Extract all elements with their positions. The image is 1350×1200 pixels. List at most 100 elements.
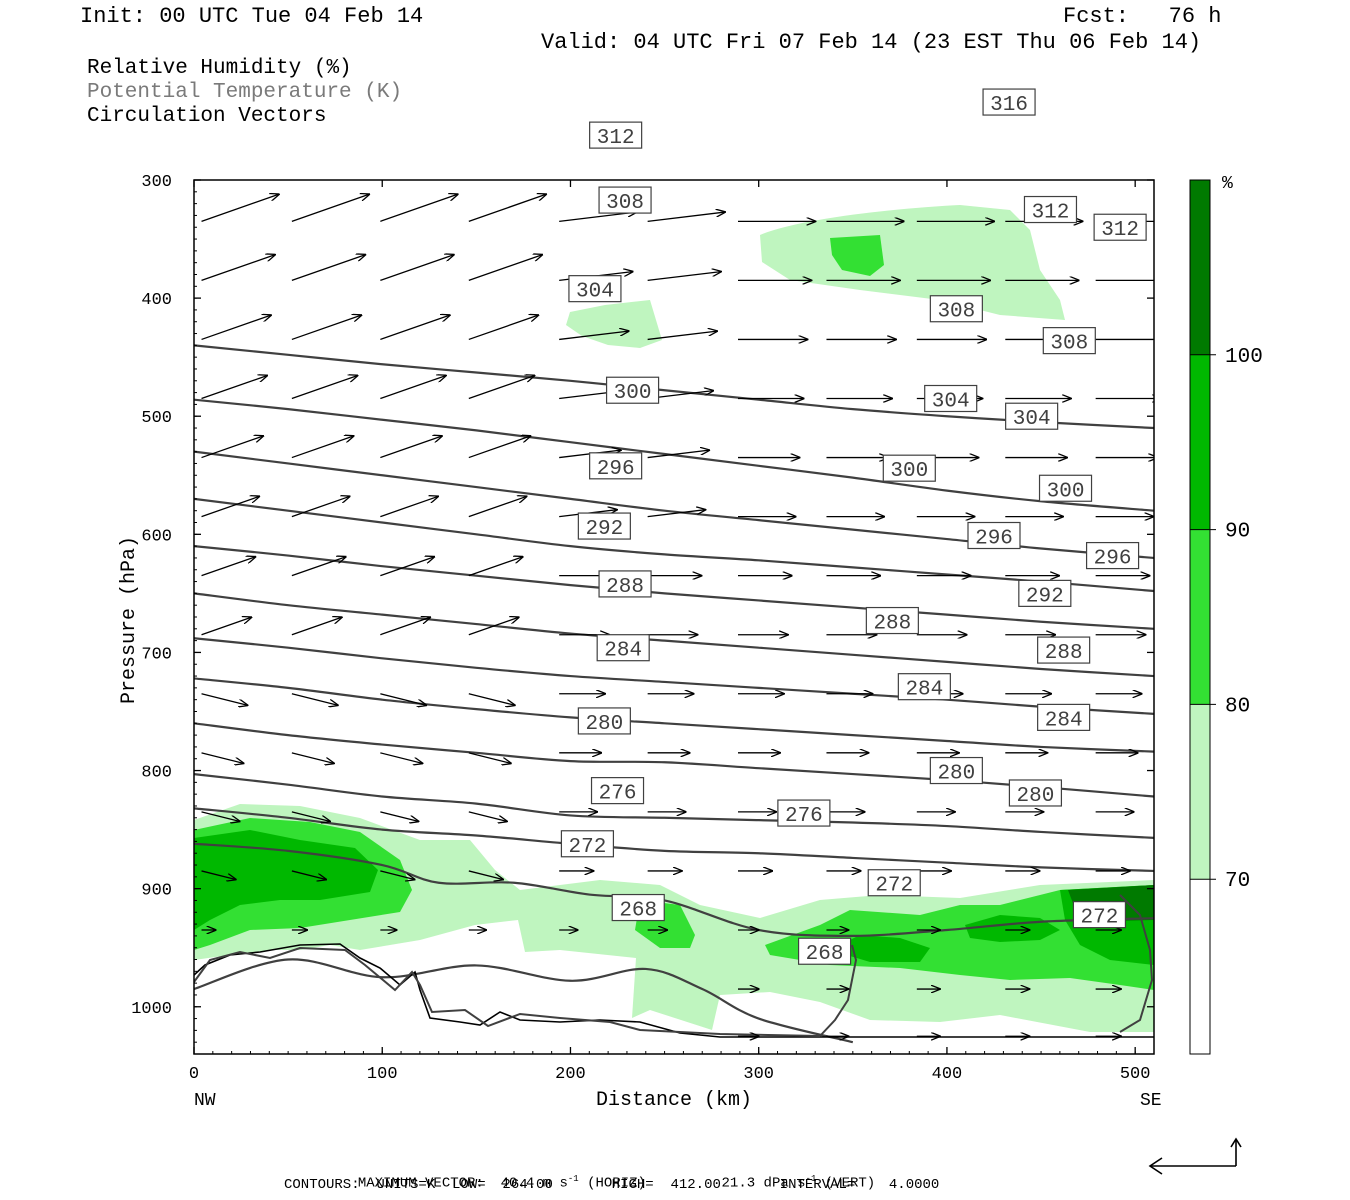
contour-label-308: 308 [598, 186, 652, 215]
contour-label-text: 312 [1032, 202, 1070, 225]
contour-label-text: 300 [614, 382, 652, 405]
vector-arrow [291, 752, 334, 763]
contour-label-box [596, 634, 650, 662]
contour-label-280: 280 [1008, 779, 1063, 808]
rh80-upper [830, 235, 884, 276]
contour-label-box [1042, 327, 1096, 355]
rh70-small [566, 300, 662, 348]
x-end-right: SE [1140, 1091, 1162, 1111]
unit-exponent: -1 [805, 1174, 817, 1184]
colorbar-frame [1189, 179, 1211, 1055]
max-vector-vert: 21.3 dPa s [721, 1175, 806, 1192]
contour-label-box [777, 799, 831, 827]
contour-label-text: 288 [1045, 642, 1083, 665]
contour-label-box [1018, 579, 1072, 607]
max-vector-horiz-unit: (HORIZ) [578, 1175, 646, 1192]
vector-arrow [559, 331, 628, 341]
contour-label-288: 288 [865, 606, 919, 636]
contour-label-box [982, 88, 1036, 116]
y-tick-label: 400 [141, 291, 172, 310]
contour-label-text: 288 [873, 613, 911, 636]
contour-label-284: 284 [1037, 703, 1091, 732]
vector-arrow [380, 693, 426, 705]
vector-arrow [380, 811, 418, 822]
contour-label-box [1023, 195, 1078, 224]
vector-arrow [380, 194, 457, 222]
contour-label-box [589, 452, 643, 480]
x-tick-label: 100 [367, 1065, 398, 1084]
contour-label-288: 288 [1037, 636, 1091, 665]
colorbar-swatch [1190, 704, 1210, 880]
x-axis-label: Distance (km) [596, 1089, 752, 1112]
forecast-hour: Fcst: 76 h [1063, 4, 1222, 29]
vector-arrow [201, 436, 264, 459]
contour-label-text: 280 [1017, 785, 1055, 808]
vector-arrow [201, 376, 268, 400]
contour-label-text: 296 [975, 528, 1013, 551]
vector-arrow [468, 617, 519, 636]
contour-label-304: 304 [924, 384, 978, 414]
rh80-lower-e [765, 885, 1154, 990]
contour-label-box [882, 454, 936, 482]
contour-label-box [568, 275, 622, 303]
colorbar-unit: % [1222, 174, 1233, 194]
vector-arrow [468, 557, 523, 577]
vector-arrow [468, 752, 511, 763]
y-tick-label: 600 [141, 527, 172, 546]
isentrope-labels: 268 268 272 272 272 276 276 280 280 280 284 284 284 2… [560, 88, 1147, 966]
contour-label-text: 312 [1101, 219, 1139, 242]
colorbar-swatch [1190, 180, 1210, 355]
y-tick-label: 500 [141, 409, 172, 428]
isentrope-304 [194, 497, 1154, 593]
contour-label-268: 268 [611, 893, 665, 923]
contour-label-text: 284 [604, 640, 642, 663]
vector-arrow [380, 315, 449, 341]
contour-label-box [1038, 474, 1093, 502]
contour-label-text: 312 [597, 127, 635, 150]
contour-label-box [560, 830, 615, 858]
vector-arrow [201, 557, 256, 577]
contour-label-284: 284 [897, 673, 951, 702]
contour-info: CONTOURS: UNITS=K LOW= 264.00 HIGH= 412.… [284, 1177, 940, 1193]
contour-label-text: 288 [606, 576, 644, 599]
contour-label-box [577, 707, 631, 735]
vector-arrow [291, 811, 330, 822]
max-vector-line: MAXIMUM VECTOR: 40.4 m s-1 (HORIZ) 21.3 … [341, 1158, 875, 1192]
legend-vectors: Circulation Vectors [87, 105, 327, 128]
contour-label-text: 316 [990, 94, 1028, 117]
contour-label-text: 296 [597, 458, 635, 481]
contour-label-312: 312 [1093, 213, 1147, 242]
vector-arrow [380, 376, 446, 400]
contour-label-text: 300 [1047, 480, 1085, 503]
x-tick-label: 300 [743, 1065, 774, 1084]
contour-label-text: 268 [619, 900, 657, 923]
contour-label-box [590, 777, 645, 805]
contour-label-300: 300 [605, 376, 660, 405]
contour-label-280: 280 [929, 756, 983, 786]
vector-arrow [201, 194, 279, 222]
vector-arrow [380, 870, 414, 880]
isentrope-316 [194, 344, 1154, 430]
rh90-lower-w [194, 830, 378, 930]
colorbar: 100 90 80 70 [1189, 179, 1263, 1055]
contour-label-text: 296 [1094, 548, 1132, 571]
contour-label-text: 272 [875, 875, 913, 898]
vector-arrow [291, 436, 354, 459]
y-tick-label: 800 [141, 764, 172, 783]
axes: 0 100 200 300 400 500 300 400 500 600 700 800 900 100… [131, 173, 1154, 1084]
contour-label-268: 268 [797, 937, 852, 966]
vector-arrow [647, 510, 706, 518]
contour-label-300: 300 [882, 454, 936, 483]
contour-label-box [867, 869, 921, 897]
contour-label-288: 288 [598, 570, 652, 599]
contour-label-box [589, 121, 643, 149]
max-vector-label: MAXIMUM VECTOR: [357, 1175, 484, 1192]
contour-label-292: 292 [577, 512, 631, 541]
contour-label-300: 300 [1038, 474, 1093, 503]
contour-label-276: 276 [777, 799, 831, 828]
vector-arrow [201, 870, 236, 880]
vector-arrow [468, 436, 531, 459]
isentrope-288 [194, 677, 1154, 753]
contour-label-text: 284 [1045, 709, 1083, 732]
